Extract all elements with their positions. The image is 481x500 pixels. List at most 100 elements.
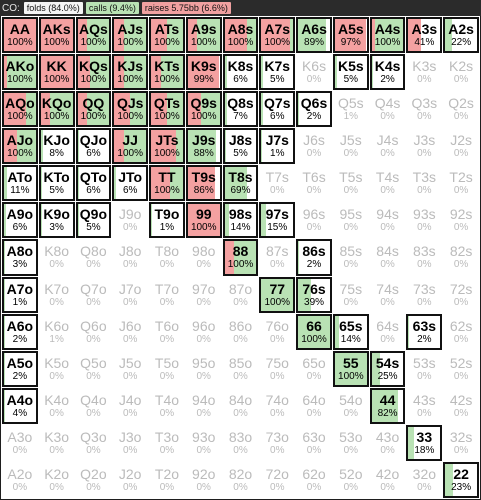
hand-cell[interactable]: AA 100% — [2, 17, 38, 54]
hand-cell[interactable]: 63s 2% — [406, 313, 443, 350]
hand-cell[interactable]: J3s 0% — [406, 128, 443, 165]
hand-cell[interactable]: 95o 0% — [185, 350, 222, 387]
hand-cell[interactable]: JJ 100% — [112, 128, 149, 165]
hand-cell[interactable]: J9o 0% — [112, 202, 149, 239]
hand-cell[interactable]: 82s 0% — [443, 239, 479, 276]
hand-cell[interactable]: Q2o 0% — [75, 461, 112, 498]
hand-cell[interactable]: K2o 0% — [38, 461, 75, 498]
hand-cell[interactable]: JTo 6% — [112, 165, 149, 202]
hand-cell[interactable]: 64o 0% — [296, 387, 332, 424]
hand-cell[interactable]: 62s 0% — [443, 313, 479, 350]
hand-cell[interactable]: 76s 39% — [296, 276, 332, 313]
folds-legend-badge[interactable]: folds (84.0%) — [23, 2, 83, 14]
hand-cell[interactable]: 42o 0% — [369, 461, 406, 498]
hand-cell[interactable]: K5s 5% — [332, 54, 369, 91]
hand-cell[interactable]: K5o 0% — [38, 350, 75, 387]
hand-cell[interactable]: A4s 100% — [369, 17, 406, 54]
hand-cell[interactable]: T7o 0% — [149, 276, 185, 313]
hand-cell[interactable]: JTs 100% — [149, 128, 185, 165]
hand-cell[interactable]: T4s 0% — [369, 165, 406, 202]
hand-cell[interactable]: J5s 0% — [332, 128, 369, 165]
hand-cell[interactable]: K3o 0% — [38, 424, 75, 461]
hand-cell[interactable]: QJs 100% — [112, 91, 149, 128]
hand-cell[interactable]: J8s 5% — [222, 128, 259, 165]
hand-cell[interactable]: T6s 0% — [296, 165, 332, 202]
hand-cell[interactable]: Q4s 0% — [369, 91, 406, 128]
hand-cell[interactable]: 62o 0% — [296, 461, 332, 498]
hand-cell[interactable]: J5o 0% — [112, 350, 149, 387]
hand-cell[interactable]: A3s 41% — [406, 17, 443, 54]
hand-cell[interactable]: 84o 0% — [222, 387, 259, 424]
hand-cell[interactable]: QTs 100% — [149, 91, 185, 128]
hand-cell[interactable]: A9o 6% — [2, 202, 38, 239]
hand-cell[interactable]: 96s 0% — [296, 202, 332, 239]
hand-cell[interactable]: J9s 88% — [185, 128, 222, 165]
calls-legend-badge[interactable]: calls (9.4%) — [85, 2, 139, 14]
hand-cell[interactable]: 94s 0% — [369, 202, 406, 239]
hand-cell[interactable]: 53s 0% — [406, 350, 443, 387]
hand-cell[interactable]: AKo 100% — [2, 54, 38, 91]
hand-cell[interactable]: 97o 0% — [185, 276, 222, 313]
hand-cell[interactable]: 44 82% — [369, 387, 406, 424]
hand-cell[interactable]: J4s 0% — [369, 128, 406, 165]
hand-cell[interactable]: 84s 0% — [369, 239, 406, 276]
hand-cell[interactable]: J8o 0% — [112, 239, 149, 276]
hand-cell[interactable]: T3s 0% — [406, 165, 443, 202]
hand-cell[interactable]: A6s 89% — [296, 17, 332, 54]
hand-cell[interactable]: 95s 0% — [332, 202, 369, 239]
hand-cell[interactable]: Q5s 1% — [332, 91, 369, 128]
hand-cell[interactable]: 87s 0% — [259, 239, 296, 276]
hand-cell[interactable]: Q5o 0% — [75, 350, 112, 387]
hand-cell[interactable]: K6s 0% — [296, 54, 332, 91]
hand-cell[interactable]: 74s 0% — [369, 276, 406, 313]
hand-cell[interactable]: ATs 100% — [149, 17, 185, 54]
hand-cell[interactable]: T8s 69% — [222, 165, 259, 202]
hand-cell[interactable]: QQ 100% — [75, 91, 112, 128]
hand-cell[interactable]: Q6s 2% — [296, 91, 332, 128]
hand-cell[interactable]: 87o 0% — [222, 276, 259, 313]
hand-cell[interactable]: 92s 0% — [443, 202, 479, 239]
hand-cell[interactable]: 64s 0% — [369, 313, 406, 350]
hand-cell[interactable]: A9s 100% — [185, 17, 222, 54]
hand-cell[interactable]: TT 100% — [149, 165, 185, 202]
hand-cell[interactable]: K8s 6% — [222, 54, 259, 91]
raises-legend-badge[interactable]: raises 5.75bb (6.6%) — [141, 2, 231, 14]
hand-cell[interactable]: KJs 100% — [112, 54, 149, 91]
hand-cell[interactable]: K9o 3% — [38, 202, 75, 239]
hand-cell[interactable]: J7o 0% — [112, 276, 149, 313]
hand-cell[interactable]: 83s 0% — [406, 239, 443, 276]
hand-cell[interactable]: T5o 0% — [149, 350, 185, 387]
hand-cell[interactable]: A7o 1% — [2, 276, 38, 313]
hand-cell[interactable]: 54o 0% — [332, 387, 369, 424]
hand-cell[interactable]: K8o 0% — [38, 239, 75, 276]
hand-cell[interactable]: A5o 2% — [2, 350, 38, 387]
hand-cell[interactable]: A6o 2% — [2, 313, 38, 350]
hand-cell[interactable]: 63o 0% — [296, 424, 332, 461]
hand-cell[interactable]: 92o 0% — [185, 461, 222, 498]
hand-cell[interactable]: 76o 0% — [259, 313, 296, 350]
hand-cell[interactable]: AQo 100% — [2, 91, 38, 128]
hand-cell[interactable]: T4o 0% — [149, 387, 185, 424]
hand-cell[interactable]: AJs 100% — [112, 17, 149, 54]
hand-cell[interactable]: A7s 100% — [259, 17, 296, 54]
hand-cell[interactable]: 72s 0% — [443, 276, 479, 313]
hand-cell[interactable]: 52o 0% — [332, 461, 369, 498]
hand-cell[interactable]: 77 100% — [259, 276, 296, 313]
hand-cell[interactable]: 73o 0% — [259, 424, 296, 461]
hand-cell[interactable]: 85s 0% — [332, 239, 369, 276]
hand-cell[interactable]: 99 100% — [185, 202, 222, 239]
hand-cell[interactable]: J4o 0% — [112, 387, 149, 424]
hand-cell[interactable]: J2o 0% — [112, 461, 149, 498]
hand-cell[interactable]: KQs 100% — [75, 54, 112, 91]
hand-cell[interactable]: T3o 0% — [149, 424, 185, 461]
hand-cell[interactable]: 42s 0% — [443, 387, 479, 424]
hand-cell[interactable]: Q3o 0% — [75, 424, 112, 461]
hand-cell[interactable]: 66 100% — [296, 313, 332, 350]
hand-cell[interactable]: A2o 0% — [2, 461, 38, 498]
hand-cell[interactable]: J6s 0% — [296, 128, 332, 165]
hand-cell[interactable]: 88 100% — [222, 239, 259, 276]
hand-cell[interactable]: 53o 0% — [332, 424, 369, 461]
hand-cell[interactable]: T5s 0% — [332, 165, 369, 202]
hand-cell[interactable]: QTo 6% — [75, 165, 112, 202]
hand-cell[interactable]: 93s 0% — [406, 202, 443, 239]
